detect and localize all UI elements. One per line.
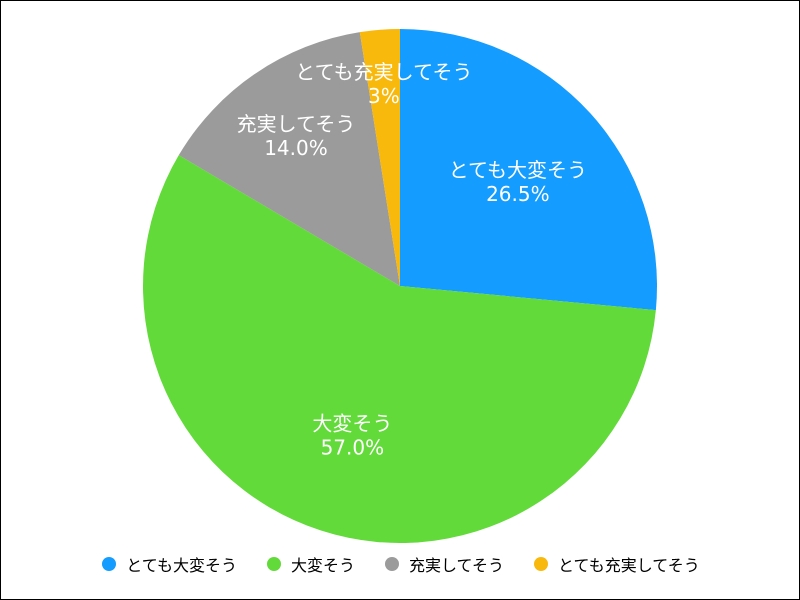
legend: とても大変そう 大変そう 充実してそう とても充実してそう [1, 549, 800, 579]
pie-label-value-4: 3% [368, 84, 400, 108]
pie-slices [142, 29, 657, 543]
legend-swatch-2 [266, 557, 281, 571]
pie-label-1: とても大変そう 26.5% [449, 158, 587, 206]
pie-label-value-2: 57.0% [321, 436, 385, 460]
pie-slice-4 [359, 29, 400, 286]
pie-label-name-4: とても充実してそう [295, 60, 472, 84]
pie-label-name-2: 大変そう [312, 412, 392, 436]
pie-label-value-1: 26.5% [486, 182, 550, 206]
legend-label-1: とても大変そう [126, 556, 237, 575]
pie-label-name-3: 充実してそう [237, 112, 356, 136]
legend-swatch-1 [102, 557, 117, 571]
pie-slice-2 [142, 155, 656, 543]
pie-label-2: 大変そう 57.0% [312, 412, 392, 460]
legend-item-2: 大変そう [266, 552, 355, 576]
pie-chart: とても大変そう 26.5%大変そう 57.0%充実してそう 14.0%とても充実してそ… [142, 29, 657, 543]
legend-label-2: 大変そう [290, 556, 355, 575]
pie-label-3: 充実してそう 14.0% [237, 112, 356, 160]
legend-swatch-4 [534, 557, 549, 571]
pie-label-name-1: とても大変そう [449, 158, 587, 182]
legend-item-1: とても大変そう [102, 552, 237, 576]
legend-swatch-3 [384, 557, 399, 571]
pie-labels: とても大変そう 26.5%大変そう 57.0%充実してそう 14.0%とても充実してそ… [237, 60, 587, 460]
pie-label-4: とても充実してそう 3% [295, 60, 472, 108]
pie-slice-1 [400, 29, 657, 311]
pie-label-value-3: 14.0% [264, 136, 328, 160]
legend-item-4: とても充実してそう [534, 552, 700, 576]
legend-label-3: 充実してそう [408, 556, 505, 575]
legend-item-3: 充実してそう [384, 552, 505, 576]
legend-label-4: とても充実してそう [558, 556, 700, 575]
pie-slice-3 [178, 32, 400, 287]
